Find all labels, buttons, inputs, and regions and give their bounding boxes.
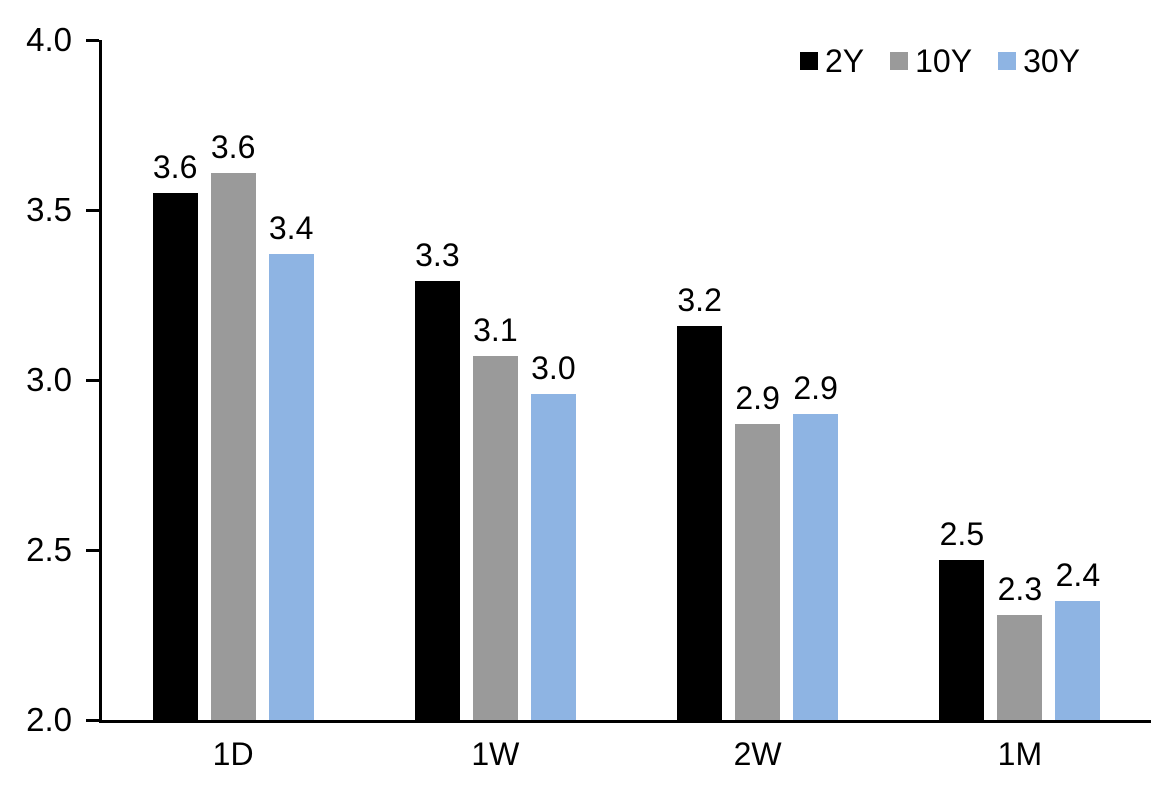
bar-group-1m: 2.5 2.3 2.4 1M: [889, 40, 1151, 772]
bar-30y-1d: 3.4: [268, 211, 314, 720]
bar-value-label: 3.6: [210, 129, 256, 165]
y-axis-tick-mark: [86, 548, 99, 552]
legend: 2Y 10Y 30Y: [799, 43, 1080, 79]
bar-value-label: 3.4: [268, 210, 314, 246]
legend-label: 10Y: [915, 43, 973, 79]
bar-value-label: 3.6: [152, 149, 198, 185]
y-axis-tick-label: 4.0: [26, 21, 72, 58]
y-axis-tick-mark: [86, 208, 99, 212]
bar-value-label: 3.1: [473, 312, 518, 348]
bar-30y-1m: 2.4: [1055, 558, 1101, 720]
bar-value-label: 3.2: [677, 282, 722, 318]
bar-2y-1m: 2.5: [939, 517, 985, 720]
bar-30y-1w: 3.0: [530, 351, 576, 720]
legend-label: 2Y: [824, 43, 865, 79]
y-axis-tick-label: 3.5: [26, 191, 72, 228]
x-axis-category-label: 1D: [212, 736, 254, 772]
bar-group-1d: 3.6 3.6 3.4 1D: [102, 40, 364, 772]
bar-10y-1w: 3.1: [472, 313, 518, 720]
y-axis-tick-label: 2.5: [26, 531, 72, 568]
bar-2y-1w: 3.3: [414, 238, 460, 720]
bar-value-label: 3.3: [415, 237, 460, 273]
y-axis-tick-mark: [86, 378, 99, 382]
y-axis-tick-label: 2.0: [26, 701, 72, 738]
x-axis-category-label: 1W: [471, 736, 520, 772]
legend-label: 30Y: [1023, 43, 1080, 79]
legend-item-2y: 2Y: [799, 43, 865, 79]
bar-30y-2w: 2.9: [793, 371, 839, 720]
x-axis-category-label: 1M: [997, 736, 1043, 772]
bar-10y-1d: 3.6: [210, 130, 256, 720]
bar-value-label: 2.5: [939, 516, 985, 552]
y-axis-tick-mark: [86, 718, 99, 722]
bar-group-2w: 3.2 2.9 2.9 2W: [627, 40, 889, 772]
legend-item-10y: 10Y: [890, 44, 972, 78]
plot-area: 3.6 3.6 3.4 1D 3.3 3.1 3.0 1W 3.2 2.9 2.9 2W 2.5 2.3 2…: [99, 40, 1151, 772]
bar-group-1w: 3.3 3.1 3.0 1W: [364, 40, 626, 772]
bar-2y-2w: 3.2: [677, 283, 723, 720]
bar-10y-2w: 2.9: [735, 381, 781, 720]
legend-swatch-30y: [998, 52, 1017, 70]
bar-2y-1d: 3.6: [152, 150, 198, 720]
bar-value-label: 3.0: [531, 350, 576, 386]
bar-value-label: 2.9: [735, 380, 780, 416]
legend-swatch-10y: [890, 52, 909, 70]
y-axis-tick-label: 3.0: [26, 361, 72, 398]
bar-value-label: 2.4: [1055, 557, 1101, 593]
bar-value-label: 2.9: [793, 370, 838, 406]
bar-groups-container: 3.6 3.6 3.4 1D 3.3 3.1 3.0 1W 3.2 2.9 2.9 2W 2.5 2.3 2…: [102, 40, 1151, 772]
y-axis-tick-mark: [86, 38, 99, 42]
bar-10y-1m: 2.3: [997, 572, 1043, 720]
bar-value-label: 2.3: [997, 571, 1043, 607]
legend-item-30y: 30Y: [998, 44, 1080, 78]
legend-swatch-2y: [799, 52, 818, 70]
x-axis-category-label: 2W: [733, 736, 782, 772]
